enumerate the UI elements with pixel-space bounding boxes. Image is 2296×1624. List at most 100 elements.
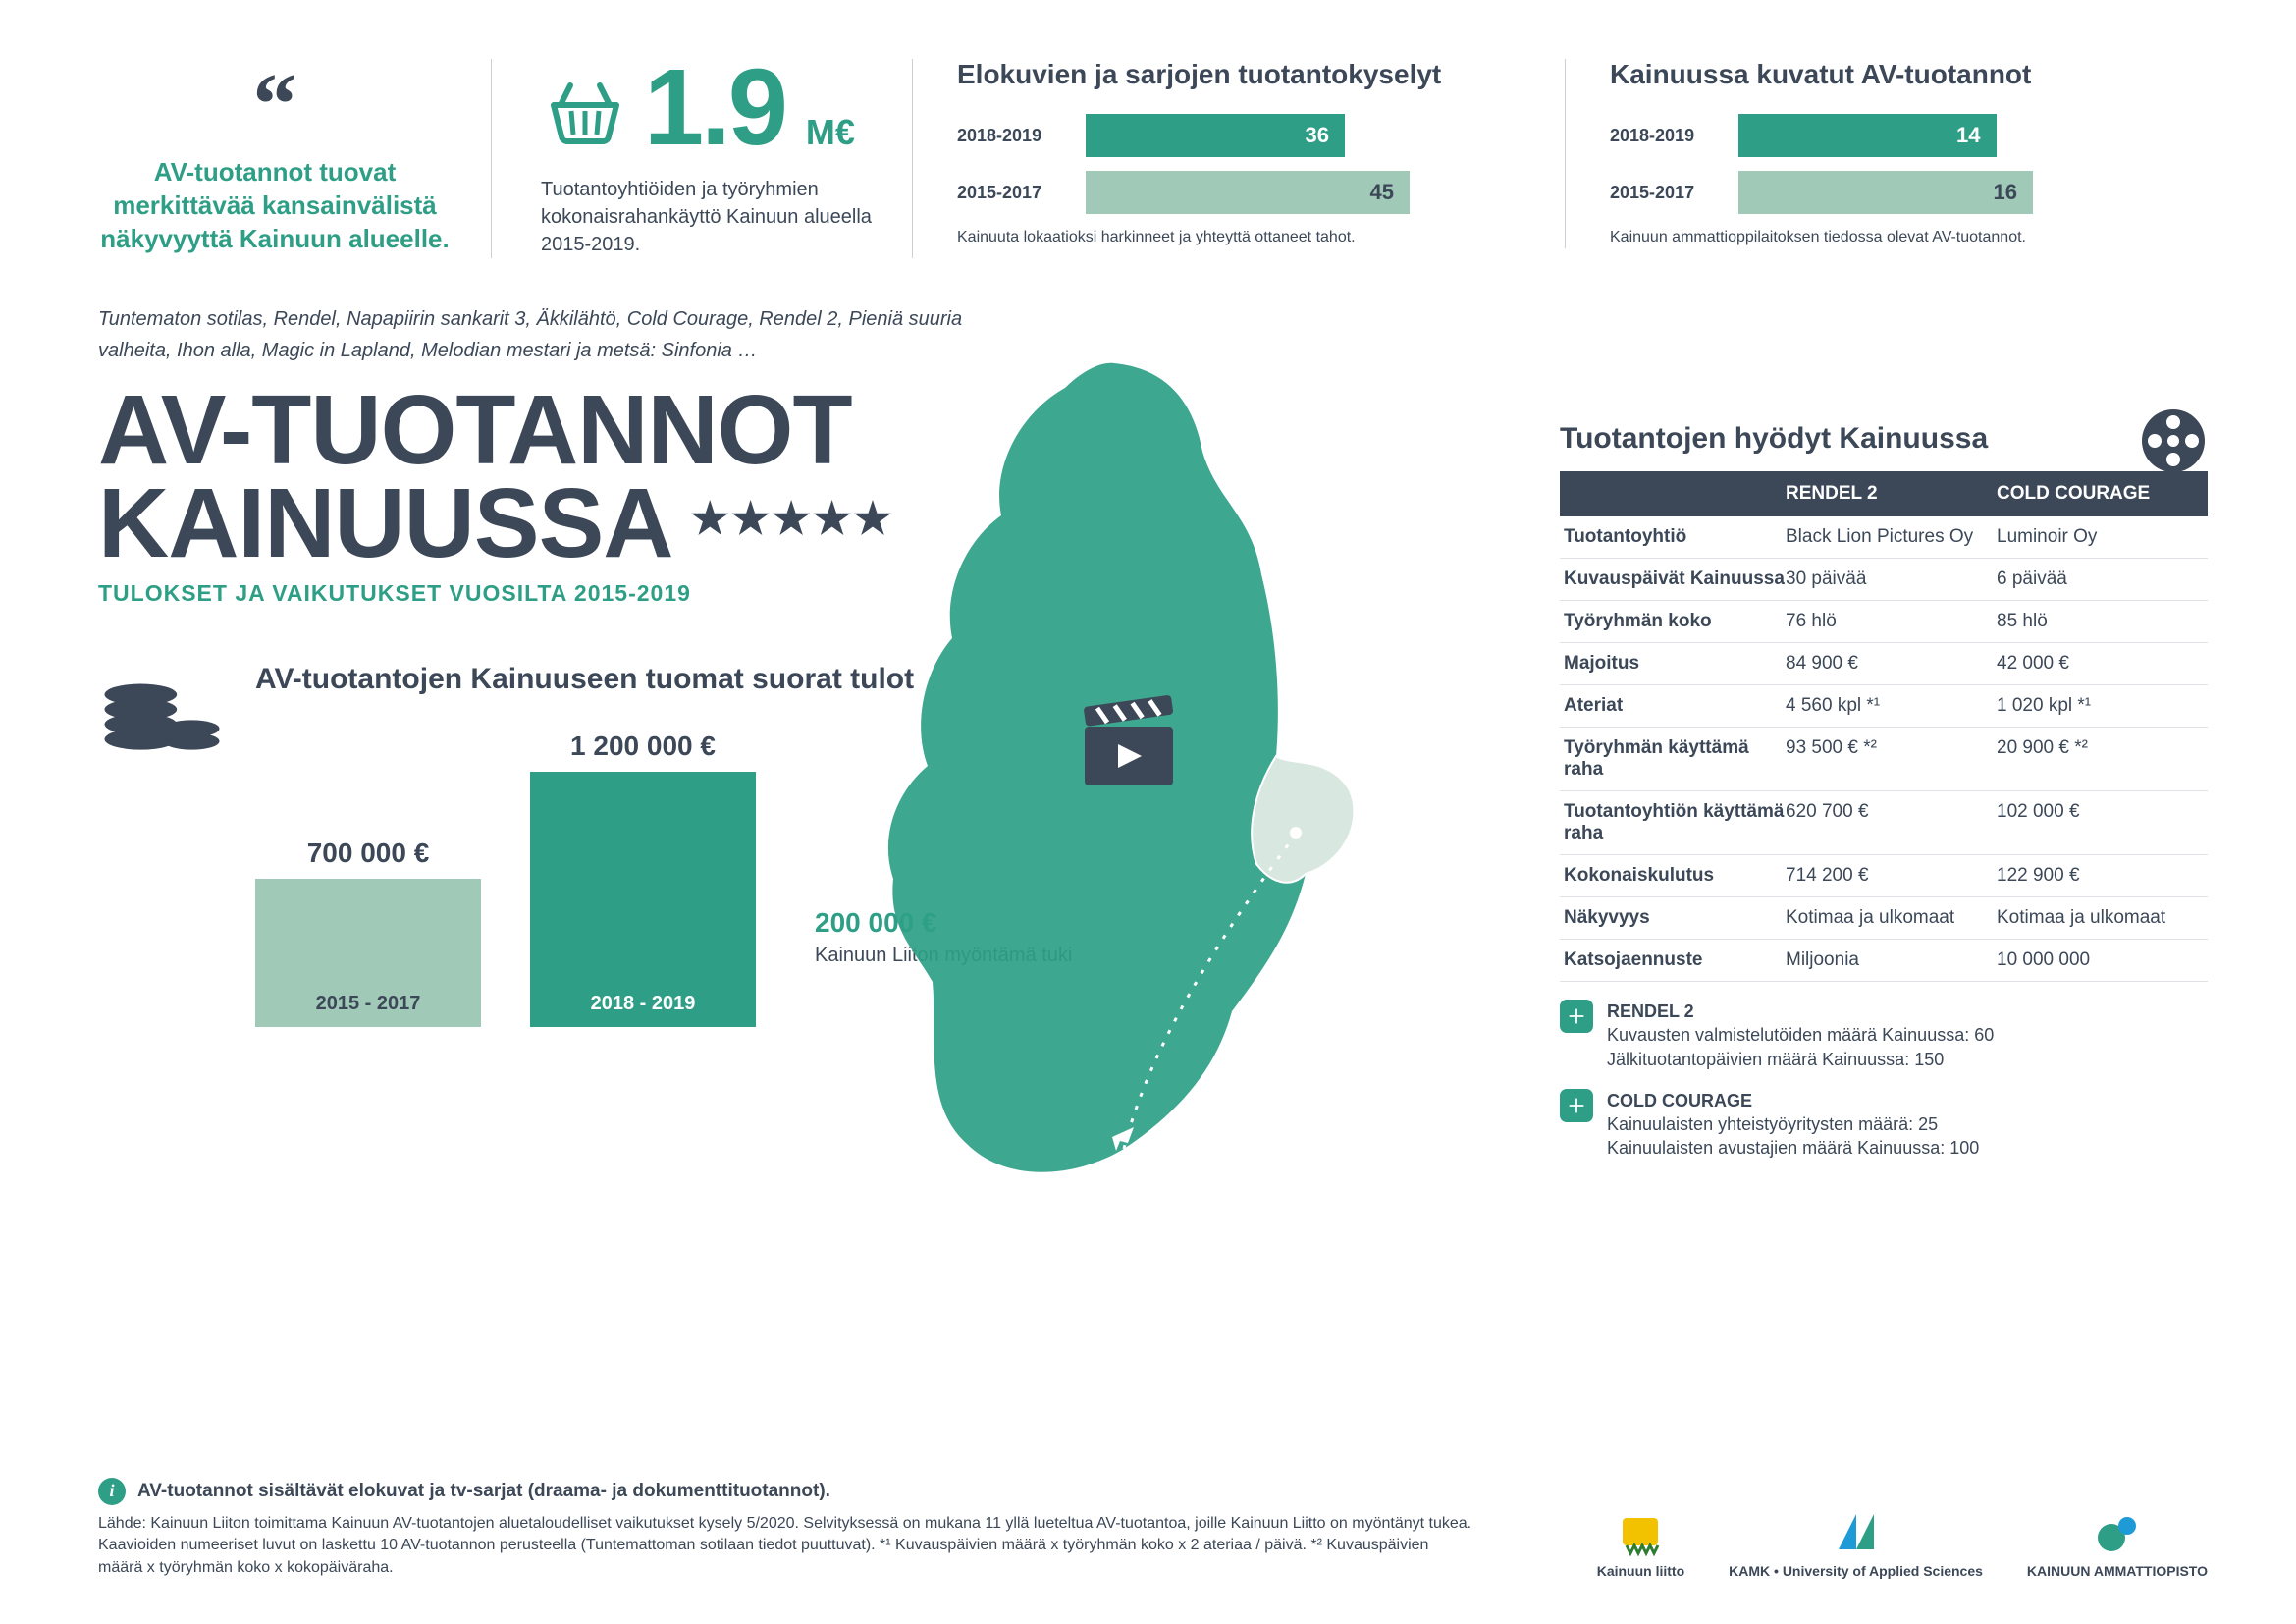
benefits-cell: 76 hlö: [1786, 611, 1997, 632]
partner-logo-icon: [1829, 1504, 1884, 1559]
benefits-cell: 4 560 kpl *¹: [1786, 695, 1997, 717]
benefits-cell: 42 000 €: [1997, 653, 2208, 675]
benefits-row: KatsojaennusteMiljoonia10 000 000: [1560, 940, 2208, 982]
productions-bar-value: 14: [1956, 123, 1980, 148]
productions-bar-value: 16: [1994, 180, 2017, 205]
inquiries-bar-bar: 36: [1086, 114, 1345, 157]
benefits-cell: 93 500 € *²: [1786, 737, 1997, 781]
benefits-cell: 714 200 €: [1786, 865, 1997, 887]
benefits-cell: 30 päivää: [1786, 568, 1997, 590]
benefits-cell: 84 900 €: [1786, 653, 1997, 675]
inquiries-bar-row: 2018-2019 36: [957, 114, 1565, 157]
inquiries-title: Elokuvien ja sarjojen tuotantokyselyt: [957, 59, 1565, 90]
benefits-row: Ateriat4 560 kpl *¹1 020 kpl *¹: [1560, 685, 2208, 728]
finland-map: [825, 344, 1423, 1208]
benefits-cell: Majoitus: [1560, 653, 1786, 675]
spending-value: 1.9: [644, 59, 785, 156]
benefits-row: Kuvauspäivät Kainuussa30 päivää6 päivää: [1560, 559, 2208, 601]
benefits-cell: 85 hlö: [1997, 611, 2208, 632]
income-bar: 2018 - 2019: [530, 772, 756, 1027]
quote-block: “ AV-tuotannot tuovat merkittävää kansai…: [98, 59, 452, 255]
income-year: 2018 - 2019: [591, 993, 696, 1015]
film-reel-icon: [2139, 406, 2208, 475]
productions-bar-label: 2018-2019: [1610, 126, 1723, 146]
benefits-cell: Kuvauspäivät Kainuussa: [1560, 568, 1786, 590]
inquiries-bar-bar: 45: [1086, 171, 1410, 214]
benefits-note: RENDEL 2Kuvausten valmistelutöiden määrä…: [1560, 1000, 2208, 1071]
productions-title: Kainuussa kuvatut AV-tuotannot: [1610, 59, 2217, 90]
productions-bar-row: 2015-2017 16: [1610, 171, 2217, 214]
basket-icon: [541, 76, 629, 144]
benefits-row: Työryhmän koko76 hlö85 hlö: [1560, 601, 2208, 643]
benefits-cell: Kotimaa ja ulkomaat: [1786, 907, 1997, 929]
benefits-cell: 1 020 kpl *¹: [1997, 695, 2208, 717]
productions-bar-label: 2015-2017: [1610, 183, 1723, 203]
benefits-cell: Miljoonia: [1786, 949, 1997, 971]
income-bar: 2015 - 2017: [255, 879, 481, 1027]
benefits-row: Majoitus84 900 €42 000 €: [1560, 643, 2208, 685]
quote-text: AV-tuotannot tuovat merkittävää kansain­…: [98, 156, 452, 255]
income-value: 700 000 €: [255, 838, 481, 869]
coins-icon: [98, 662, 226, 770]
partner-logo: Kainuun liitto: [1597, 1504, 1684, 1579]
productions-caption: Kainuun ammattioppilaitoksen tiedossa ol…: [1610, 228, 2217, 248]
productions-bar-bar: 16: [1738, 171, 2033, 214]
spending-caption: Tuotantoyhtiöiden ja työryhmien kokonais…: [541, 176, 882, 258]
inquiries-bar-label: 2018-2019: [957, 126, 1070, 146]
benefits-cell: Tuotantoyhtiö: [1560, 526, 1786, 548]
partner-logo-label: KAINUUN AMMATTIOPISTO: [2027, 1563, 2208, 1579]
benefits-note: COLD COURAGEKainuulaisten yhteistyöyrity…: [1560, 1089, 2208, 1161]
benefits-row: Tuotantoyhtiön käyttämä raha620 700 €102…: [1560, 791, 2208, 855]
benefits-cell: Näkyvyys: [1560, 907, 1786, 929]
footer-main: AV-tuotannot sisältävät elokuvat ja tv-s…: [137, 1481, 830, 1502]
benefits-cell: Kotimaa ja ulkomaat: [1997, 907, 2208, 929]
inquiries-bar-label: 2015-2017: [957, 183, 1070, 203]
benefits-cell: Ateriat: [1560, 695, 1786, 717]
income-bar-group: 1 200 000 € 2018 - 2019: [530, 731, 756, 1027]
benefits-cell: 102 000 €: [1997, 801, 2208, 844]
partner-logo: KAINUUN AMMATTIOPISTO: [2027, 1504, 2208, 1579]
benefits-cell: Tuotantoyhtiön käyttämä raha: [1560, 801, 1786, 844]
quote-mark-icon: “: [98, 79, 452, 132]
partner-logo: KAMK • University of Applied Sciences: [1729, 1504, 1983, 1579]
benefits-cell: Katsojaennuste: [1560, 949, 1786, 971]
benefits-cell: 6 päivää: [1997, 568, 2208, 590]
benefits-row: Kokonaiskulutus714 200 €122 900 €: [1560, 855, 2208, 897]
income-year: 2015 - 2017: [316, 993, 421, 1015]
benefits-cell: 620 700 €: [1786, 801, 1997, 844]
benefits-col-head: [1560, 471, 1786, 516]
productions-bar-row: 2018-2019 14: [1610, 114, 2217, 157]
benefits-cell: 10 000 000: [1997, 949, 2208, 971]
benefits-cell: Työryhmän käyttämä raha: [1560, 737, 1786, 781]
productions-chart: Kainuussa kuvatut AV-tuotannot 2018-2019…: [1565, 59, 2217, 248]
benefits-title: Tuotantojen hyödyt Kainuussa: [1560, 422, 2208, 456]
benefits-block: Tuotantojen hyödyt Kainuussa RENDEL 2COL…: [1560, 422, 2208, 1161]
plus-icon: [1560, 1089, 1593, 1122]
inquiries-bar-row: 2015-2017 45: [957, 171, 1565, 214]
benefits-cell: Työryhmän koko: [1560, 611, 1786, 632]
benefits-note-text: COLD COURAGEKainuulaisten yhteistyöyrity…: [1607, 1089, 1979, 1161]
footer-small: Lähde: Kainuun Liiton toimittama Kainuun…: [98, 1513, 1472, 1579]
info-icon: i: [98, 1478, 126, 1505]
productions-bar-bar: 14: [1738, 114, 1997, 157]
benefits-header: RENDEL 2COLD COURAGE: [1560, 471, 2208, 516]
inquiries-chart: Elokuvien ja sarjojen tuotantokyselyt 20…: [913, 59, 1565, 248]
partner-logo-label: Kainuun liitto: [1597, 1563, 1684, 1579]
inquiries-bar-value: 36: [1306, 123, 1329, 148]
benefits-cell: Black Lion Pictures Oy: [1786, 526, 1997, 548]
benefits-cell: 20 900 € *²: [1997, 737, 2208, 781]
benefits-note-text: RENDEL 2Kuvausten valmistelutöiden määrä…: [1607, 1000, 1994, 1071]
benefits-cell: Luminoir Oy: [1997, 526, 2208, 548]
benefits-row: TuotantoyhtiöBlack Lion Pictures OyLumin…: [1560, 516, 2208, 559]
benefits-cell: 122 900 €: [1997, 865, 2208, 887]
spending-unit: M€: [806, 112, 855, 153]
plus-icon: [1560, 1000, 1593, 1033]
inquiries-caption: Kainuuta lokaatioksi harkinneet ja yhtey…: [957, 228, 1565, 248]
benefits-cell: Kokonaiskulutus: [1560, 865, 1786, 887]
benefits-row: NäkyvyysKotimaa ja ulkomaatKotimaa ja ul…: [1560, 897, 2208, 940]
benefits-col-head: RENDEL 2: [1786, 471, 1997, 516]
income-value: 1 200 000 €: [530, 731, 756, 762]
partner-logo-icon: [2090, 1504, 2145, 1559]
spending-stat: 1.9 M€ Tuotantoyhtiöiden ja työryhmien k…: [491, 59, 913, 258]
benefits-row: Työryhmän käyttämä raha93 500 € *²20 900…: [1560, 728, 2208, 791]
